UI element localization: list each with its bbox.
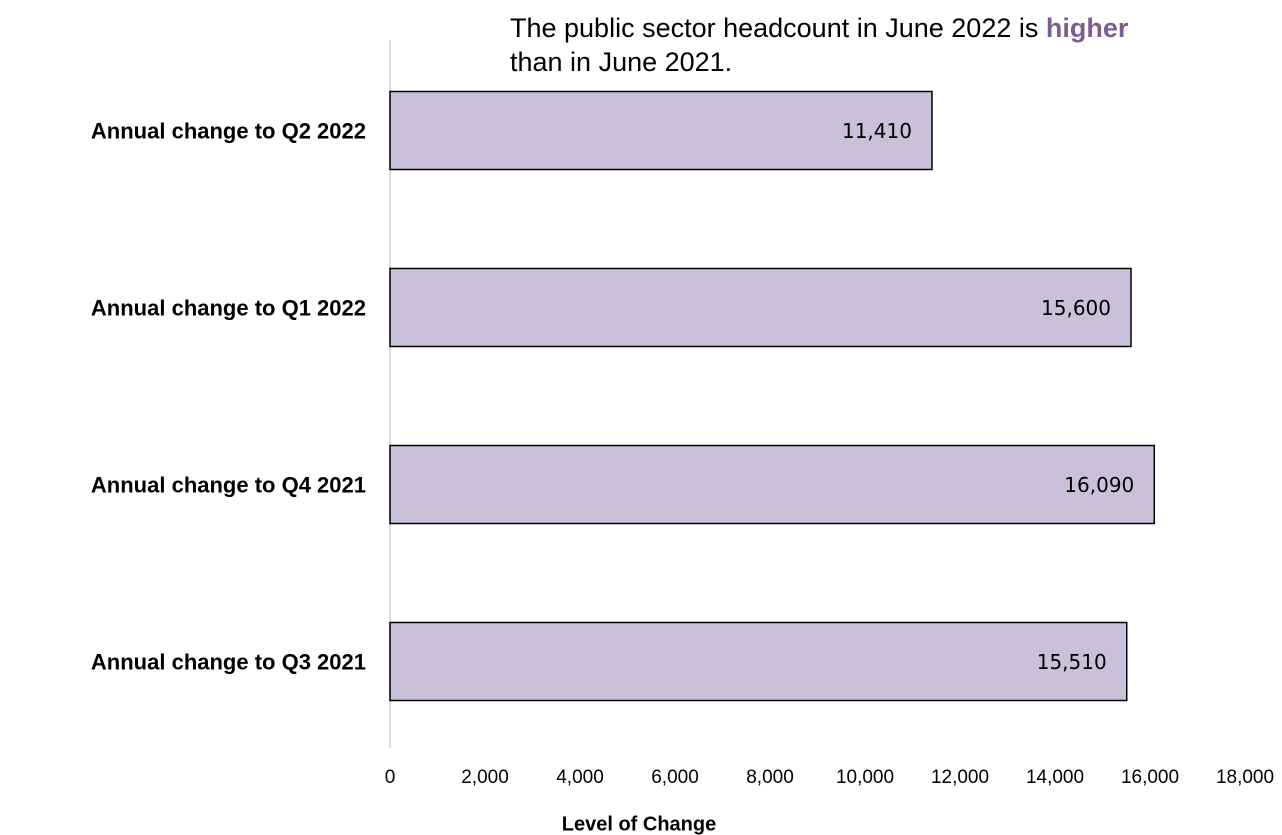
data-label: 15,600 bbox=[1041, 296, 1111, 320]
y-tick-label: Annual change to Q3 2021 bbox=[91, 649, 366, 674]
x-tick-label: 12,000 bbox=[931, 767, 989, 788]
y-tick-label: Annual change to Q1 2022 bbox=[91, 295, 366, 320]
title-emphasis: higher bbox=[1046, 13, 1129, 43]
chart-title: The public sector headcount in June 2022… bbox=[510, 13, 1129, 43]
data-label: 11,410 bbox=[842, 119, 912, 143]
x-tick-label: 0 bbox=[385, 767, 396, 788]
x-tick-label: 16,000 bbox=[1121, 767, 1179, 788]
bar bbox=[389, 267, 1132, 348]
x-tick-label: 18,000 bbox=[1216, 767, 1274, 788]
title-text: The public sector headcount in June 2022… bbox=[510, 13, 1038, 43]
x-tick-label: 14,000 bbox=[1026, 767, 1084, 788]
data-label: 16,090 bbox=[1064, 473, 1134, 497]
bar bbox=[389, 90, 933, 171]
x-tick-label: 8,000 bbox=[746, 767, 794, 788]
data-label: 15,510 bbox=[1037, 650, 1107, 674]
x-tick-label: 10,000 bbox=[836, 767, 894, 788]
y-tick-label: Annual change to Q2 2022 bbox=[91, 118, 366, 143]
x-tick-label: 4,000 bbox=[556, 767, 604, 788]
bar bbox=[389, 444, 1156, 525]
y-tick-label: Annual change to Q4 2021 bbox=[91, 472, 366, 497]
x-axis-label: Level of Change bbox=[562, 813, 716, 835]
bar bbox=[389, 621, 1128, 702]
chart-title-line-2: than in June 2021. bbox=[510, 47, 732, 77]
x-tick-label: 6,000 bbox=[651, 767, 699, 788]
x-tick-label: 2,000 bbox=[461, 767, 509, 788]
